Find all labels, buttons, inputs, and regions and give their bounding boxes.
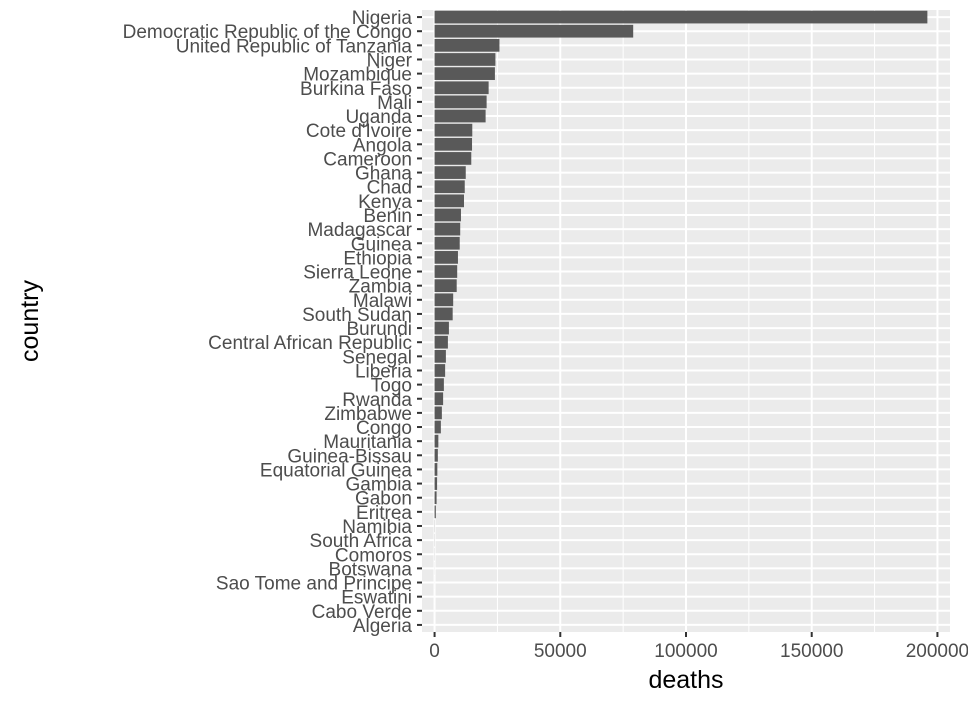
y-tick-label: Central African Republic xyxy=(208,333,412,354)
y-tick-label: South Africa xyxy=(310,531,413,552)
bar xyxy=(434,152,472,165)
y-tick-label: Cameroon xyxy=(323,149,412,170)
bar xyxy=(434,222,461,236)
y-tick-label: Togo xyxy=(371,376,412,397)
x-tick-label: 50000 xyxy=(534,641,587,662)
y-tick-label: Cote d'Ivoire xyxy=(306,121,412,142)
bar xyxy=(434,477,438,490)
y-tick-label: Cabo Verde xyxy=(312,602,412,623)
y-tick-label: Senegal xyxy=(342,347,412,368)
y-tick-label: Zimbabwe xyxy=(324,404,412,425)
y-tick-label: Gabon xyxy=(355,489,412,510)
bar xyxy=(434,109,486,123)
x-axis-tick-labels: 0 50000 100000 150000 200000 xyxy=(429,641,968,662)
x-axis-title: deaths xyxy=(648,666,723,694)
y-tick-label: United Republic of Tanzania xyxy=(176,36,413,57)
y-tick-label: Comoros xyxy=(335,545,412,566)
y-tick-label: Kenya xyxy=(358,192,412,213)
bar xyxy=(434,265,458,278)
y-tick-label: Guinea xyxy=(351,234,413,255)
bar xyxy=(434,10,928,24)
x-axis-ticks xyxy=(433,632,939,637)
bar xyxy=(434,491,437,505)
y-tick-label: Malawi xyxy=(353,291,412,312)
bar xyxy=(434,378,444,391)
y-tick-label: Algeria xyxy=(353,616,413,637)
x-tick-label: 0 xyxy=(429,641,440,662)
y-tick-label: Guinea-Bissau xyxy=(287,446,412,467)
y-tick-label: Burundi xyxy=(347,319,413,340)
y-tick-label: Ethiopia xyxy=(343,248,412,269)
bar xyxy=(434,194,464,208)
bar xyxy=(434,123,473,137)
bar xyxy=(434,38,500,52)
bar xyxy=(434,95,487,109)
bar xyxy=(434,434,439,448)
y-tick-label: Democratic Republic of the Congo xyxy=(123,22,412,43)
y-tick-label: Mali xyxy=(377,93,412,114)
y-tick-label: Ghana xyxy=(355,164,412,185)
y-tick-label: Mauritania xyxy=(323,432,412,453)
bar xyxy=(434,307,453,321)
y-tick-label: Liberia xyxy=(355,361,412,382)
y-tick-label: Madagascar xyxy=(307,220,412,241)
x-tick-label: 200000 xyxy=(906,641,968,662)
y-axis-title: country xyxy=(16,280,44,362)
y-tick-label: Benin xyxy=(363,206,412,227)
y-tick-label: Eswatini xyxy=(341,588,412,609)
y-tick-label: Botswana xyxy=(329,559,413,580)
bar xyxy=(434,349,446,363)
y-tick-label: Congo xyxy=(356,418,412,439)
y-tick-label: Chad xyxy=(367,178,412,199)
y-tick-label: Namibia xyxy=(342,517,412,538)
y-tick-label: Uganda xyxy=(345,107,412,128)
bar xyxy=(434,321,449,335)
y-tick-label: Sierra Leone xyxy=(303,263,412,284)
bar xyxy=(434,406,442,420)
y-axis-ticks xyxy=(417,16,422,626)
y-tick-label: Equatorial Guinea xyxy=(260,460,413,481)
y-tick-label: Angola xyxy=(353,135,413,156)
bar xyxy=(434,137,473,151)
y-tick-label: Burkina Faso xyxy=(300,79,412,100)
bar xyxy=(434,180,465,194)
y-tick-label: Eritrea xyxy=(356,503,412,524)
y-tick-label: Mozambique xyxy=(303,65,412,86)
y-tick-label: Niger xyxy=(367,50,413,71)
bar xyxy=(434,236,460,250)
bar xyxy=(434,279,457,293)
y-tick-label: Zambia xyxy=(349,277,413,298)
grid-minor xyxy=(496,10,876,632)
bar xyxy=(434,448,438,462)
bar xyxy=(434,53,496,66)
y-tick-label: Rwanda xyxy=(342,390,412,411)
bar xyxy=(434,505,436,519)
bar xyxy=(434,81,489,95)
bar xyxy=(434,67,495,80)
bar xyxy=(434,251,458,264)
bar xyxy=(434,24,634,38)
bar xyxy=(434,335,448,349)
bar xyxy=(434,166,466,179)
y-tick-label: Gambia xyxy=(345,475,412,496)
bar xyxy=(434,293,454,307)
x-tick-label: 150000 xyxy=(780,641,843,662)
bar xyxy=(434,420,441,434)
y-tick-label: South Sudan xyxy=(302,305,412,326)
bar xyxy=(434,208,461,222)
y-tick-label: Sao Tome and Principe xyxy=(216,574,412,595)
bar xyxy=(434,463,438,476)
x-tick-label: 100000 xyxy=(654,641,717,662)
bars xyxy=(434,10,928,618)
y-tick-label: Nigeria xyxy=(352,8,413,29)
bar xyxy=(434,364,446,377)
bar xyxy=(434,392,444,406)
